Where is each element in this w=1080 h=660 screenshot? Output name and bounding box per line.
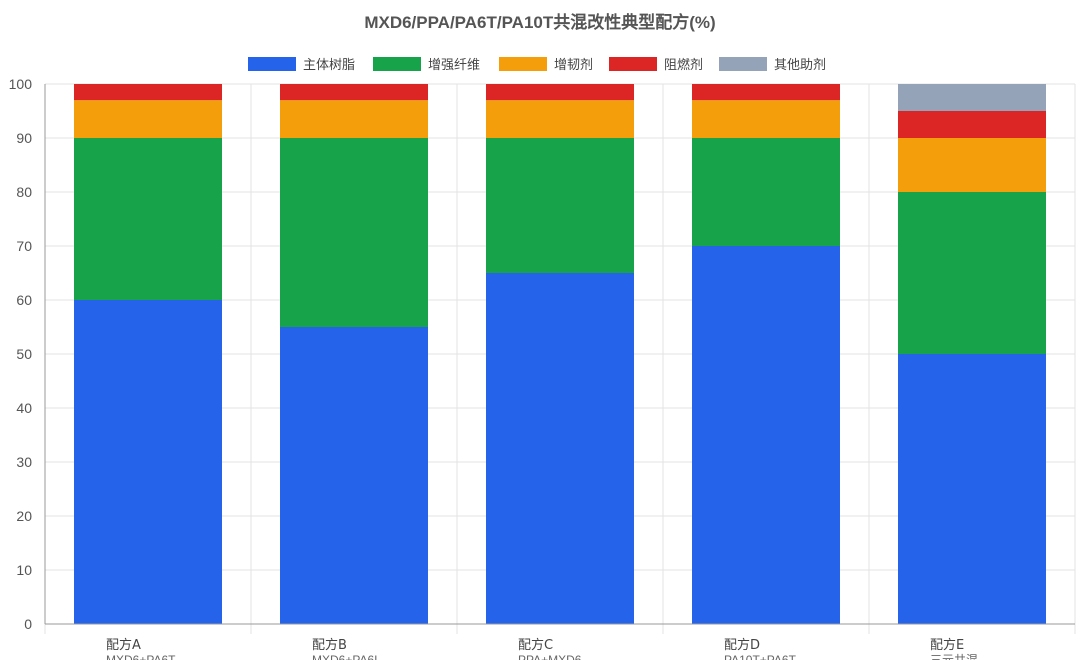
x-category-label: 配方D <box>724 637 760 653</box>
bar-segment <box>486 100 634 138</box>
x-category-label: 配方E <box>930 637 964 653</box>
x-category-sublabel: PA10T+PA6T <box>724 653 797 660</box>
legend-label: 主体树脂 <box>303 58 355 73</box>
x-category-sublabel: 三元共混 <box>930 653 978 660</box>
y-tick-label: 90 <box>16 130 32 146</box>
legend-swatch <box>248 57 296 71</box>
bar-segment <box>692 100 840 138</box>
x-category-sublabel: PPA+MXD6 <box>518 653 582 660</box>
x-category-label: 配方B <box>312 637 347 653</box>
y-tick-label: 40 <box>16 400 32 416</box>
y-tick-label: 20 <box>16 508 32 524</box>
bar-segment <box>74 100 222 138</box>
bars <box>74 84 1046 624</box>
legend: 主体树脂 增强纤维 增韧剂 阻燃剂 其他助剂 <box>248 57 826 73</box>
y-tick-label: 30 <box>16 454 32 470</box>
bar-segment <box>74 138 222 300</box>
y-tick-label: 0 <box>24 616 32 632</box>
x-category-label: 配方C <box>518 637 553 653</box>
x-category-sublabel: MXD6+PA6I <box>312 653 377 660</box>
bar-segment <box>74 300 222 624</box>
y-tick-label: 60 <box>16 292 32 308</box>
y-tick-label: 50 <box>16 346 32 362</box>
legend-swatch <box>373 57 421 71</box>
legend-swatch <box>609 57 657 71</box>
bar-segment <box>486 138 634 273</box>
chart-title: MXD6/PPA/PA6T/PA10T共混改性典型配方(%) <box>364 12 715 32</box>
bar-segment <box>280 138 428 327</box>
bar-segment <box>898 84 1046 111</box>
bar-segment <box>898 111 1046 138</box>
y-axis: 0 10 20 30 40 50 60 70 80 90 100 <box>9 76 33 632</box>
legend-label: 增强纤维 <box>428 58 480 73</box>
bar-segment <box>898 192 1046 354</box>
x-category-sublabel: MXD6+PA6T <box>106 653 176 660</box>
legend-swatch <box>719 57 767 71</box>
bar-segment <box>486 273 634 624</box>
bar-segment <box>898 354 1046 624</box>
legend-swatch <box>499 57 547 71</box>
y-tick-label: 80 <box>16 184 32 200</box>
y-tick-label: 70 <box>16 238 32 254</box>
legend-label: 阻燃剂 <box>664 57 703 73</box>
x-category-label: 配方A <box>106 637 141 653</box>
bar-segment <box>280 84 428 101</box>
legend-label: 其他助剂 <box>774 58 826 73</box>
bar-segment <box>692 84 840 101</box>
bar-segment <box>692 246 840 624</box>
y-tick-label: 10 <box>16 562 32 578</box>
bar-segment <box>486 84 634 101</box>
y-tick-label: 100 <box>9 76 33 92</box>
legend-label: 增韧剂 <box>554 58 593 73</box>
bar-segment <box>898 138 1046 192</box>
bar-segment <box>280 100 428 138</box>
bar-segment <box>74 84 222 101</box>
bar-segment <box>280 327 428 624</box>
bar-segment <box>692 138 840 246</box>
